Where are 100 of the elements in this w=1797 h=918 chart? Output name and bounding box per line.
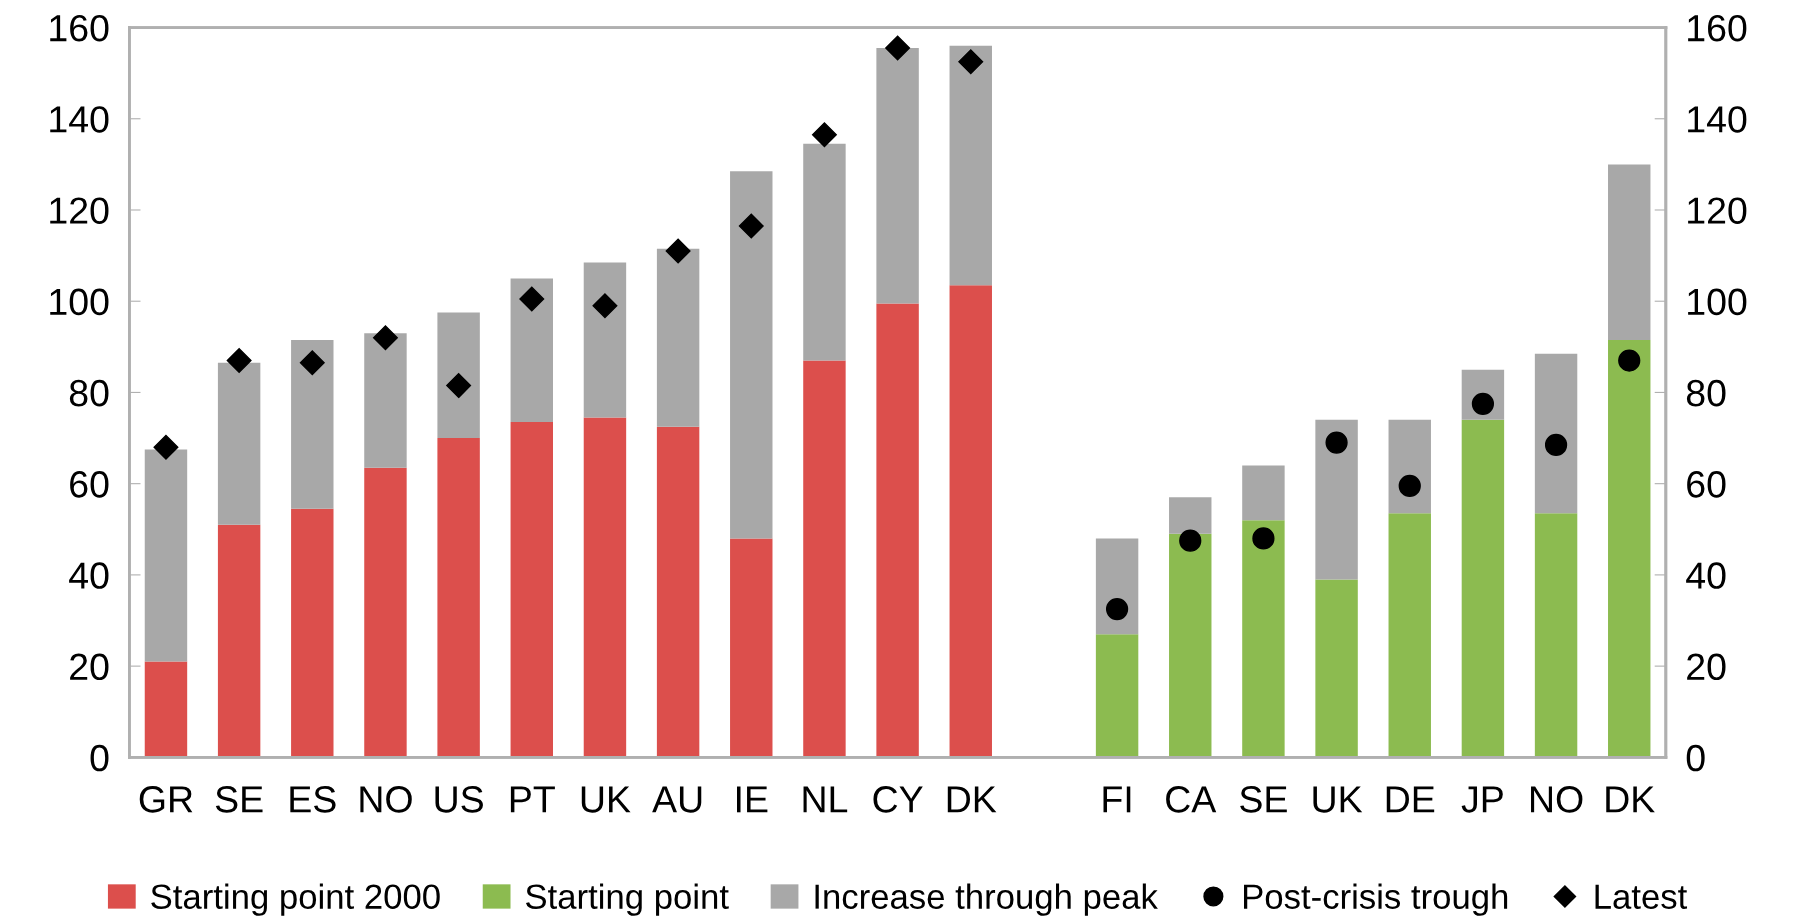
bar bbox=[1169, 497, 1212, 534]
point bbox=[738, 213, 764, 239]
point bbox=[446, 373, 472, 399]
point bbox=[519, 286, 545, 312]
y2-tick-label: 40 bbox=[1686, 562, 1726, 589]
bar bbox=[1461, 419, 1505, 758]
bar bbox=[217, 524, 261, 758]
point bbox=[1544, 433, 1568, 457]
legend-label: Increase through peak bbox=[815, 883, 1158, 916]
x-tick-label: ES bbox=[290, 786, 336, 813]
bar bbox=[1315, 579, 1358, 758]
bar bbox=[364, 333, 407, 468]
bar bbox=[217, 362, 261, 525]
x-tick-label: PT bbox=[510, 786, 555, 813]
point bbox=[958, 49, 984, 75]
x-tick-label: CA bbox=[1166, 786, 1217, 813]
bar bbox=[1534, 513, 1578, 758]
legend-label: Starting point 2000 bbox=[151, 883, 440, 916]
bar bbox=[583, 417, 627, 758]
x-tick-label: NO bbox=[1531, 786, 1583, 813]
point bbox=[885, 35, 911, 61]
bar bbox=[291, 508, 334, 758]
bar bbox=[510, 422, 553, 758]
y-tick-label: 80 bbox=[69, 379, 109, 407]
bar bbox=[437, 438, 480, 758]
bar bbox=[291, 339, 334, 509]
bar bbox=[1608, 164, 1651, 340]
bar bbox=[1242, 520, 1285, 758]
legend-label: Post-crisis trough bbox=[1244, 883, 1508, 916]
x-tick-label: DE bbox=[1386, 786, 1435, 813]
legend-label: Starting point bbox=[525, 883, 729, 916]
y-tick-label: 20 bbox=[70, 653, 109, 681]
bar bbox=[803, 360, 846, 758]
point bbox=[1252, 527, 1275, 550]
y-tick-label: 0 bbox=[90, 744, 109, 772]
y2-tick-label: 80 bbox=[1686, 379, 1726, 407]
bar bbox=[1388, 513, 1431, 758]
bar bbox=[656, 426, 700, 758]
y2-tick-label: 140 bbox=[1688, 106, 1747, 133]
x-tick-label: NL bbox=[803, 786, 848, 813]
x-tick-label: US bbox=[435, 786, 483, 813]
point bbox=[372, 325, 398, 351]
y-tick-label: 120 bbox=[50, 197, 109, 224]
x-tick-label: IE bbox=[737, 786, 768, 813]
bar bbox=[1242, 465, 1285, 521]
x-tick-label: AU bbox=[652, 786, 702, 813]
x-tick-label: UK bbox=[581, 786, 631, 813]
x-tick-label: JP bbox=[1461, 786, 1503, 813]
y2-tick-label: 20 bbox=[1687, 653, 1726, 681]
bar bbox=[656, 248, 700, 427]
point bbox=[665, 238, 691, 264]
x-tick-label: DK bbox=[1606, 786, 1655, 813]
bar bbox=[1095, 634, 1139, 758]
bar bbox=[1608, 339, 1651, 758]
bar bbox=[949, 45, 992, 286]
y-tick-label: 60 bbox=[70, 471, 109, 498]
bar bbox=[364, 467, 407, 758]
point bbox=[592, 293, 618, 319]
point bbox=[811, 122, 837, 148]
bar bbox=[876, 48, 919, 304]
x-tick-label: NO bbox=[360, 786, 412, 813]
y-tick-label: 160 bbox=[50, 14, 109, 42]
point bbox=[299, 350, 325, 376]
x-tick-label: UK bbox=[1313, 786, 1363, 813]
x-tick-label: CY bbox=[873, 786, 923, 813]
y2-tick-label: 60 bbox=[1687, 471, 1726, 498]
x-tick-label: DK bbox=[947, 786, 997, 813]
bar bbox=[144, 449, 188, 662]
bar bbox=[1095, 538, 1139, 635]
y2-tick-label: 160 bbox=[1688, 14, 1747, 42]
bar bbox=[730, 538, 773, 758]
point bbox=[1325, 431, 1348, 454]
y2-tick-label: 100 bbox=[1688, 288, 1747, 316]
bar bbox=[437, 312, 480, 439]
bar bbox=[876, 303, 919, 758]
bar bbox=[1169, 533, 1212, 758]
legend-label: Latest bbox=[1595, 884, 1688, 909]
point bbox=[1105, 597, 1129, 621]
bar bbox=[583, 262, 627, 418]
bar bbox=[949, 285, 992, 758]
x-tick-label: FI bbox=[1103, 786, 1131, 813]
x-tick-label: SE bbox=[1240, 786, 1287, 813]
point bbox=[1618, 349, 1641, 372]
bar bbox=[510, 278, 553, 423]
point bbox=[1179, 529, 1202, 552]
y-tick-label: 140 bbox=[50, 106, 109, 133]
point bbox=[153, 434, 179, 460]
bar bbox=[1534, 353, 1578, 514]
y2-tick-label: 0 bbox=[1686, 744, 1705, 772]
point bbox=[226, 348, 252, 373]
point bbox=[1398, 474, 1421, 498]
y-tick-label: 40 bbox=[69, 562, 109, 589]
x-tick-label: GR bbox=[139, 786, 193, 813]
bar bbox=[144, 661, 188, 758]
bar bbox=[1388, 419, 1431, 514]
bar bbox=[1315, 419, 1358, 580]
bar bbox=[730, 171, 773, 539]
bar bbox=[803, 143, 846, 361]
y2-tick-label: 120 bbox=[1688, 197, 1747, 224]
x-tick-label: SE bbox=[215, 786, 263, 813]
